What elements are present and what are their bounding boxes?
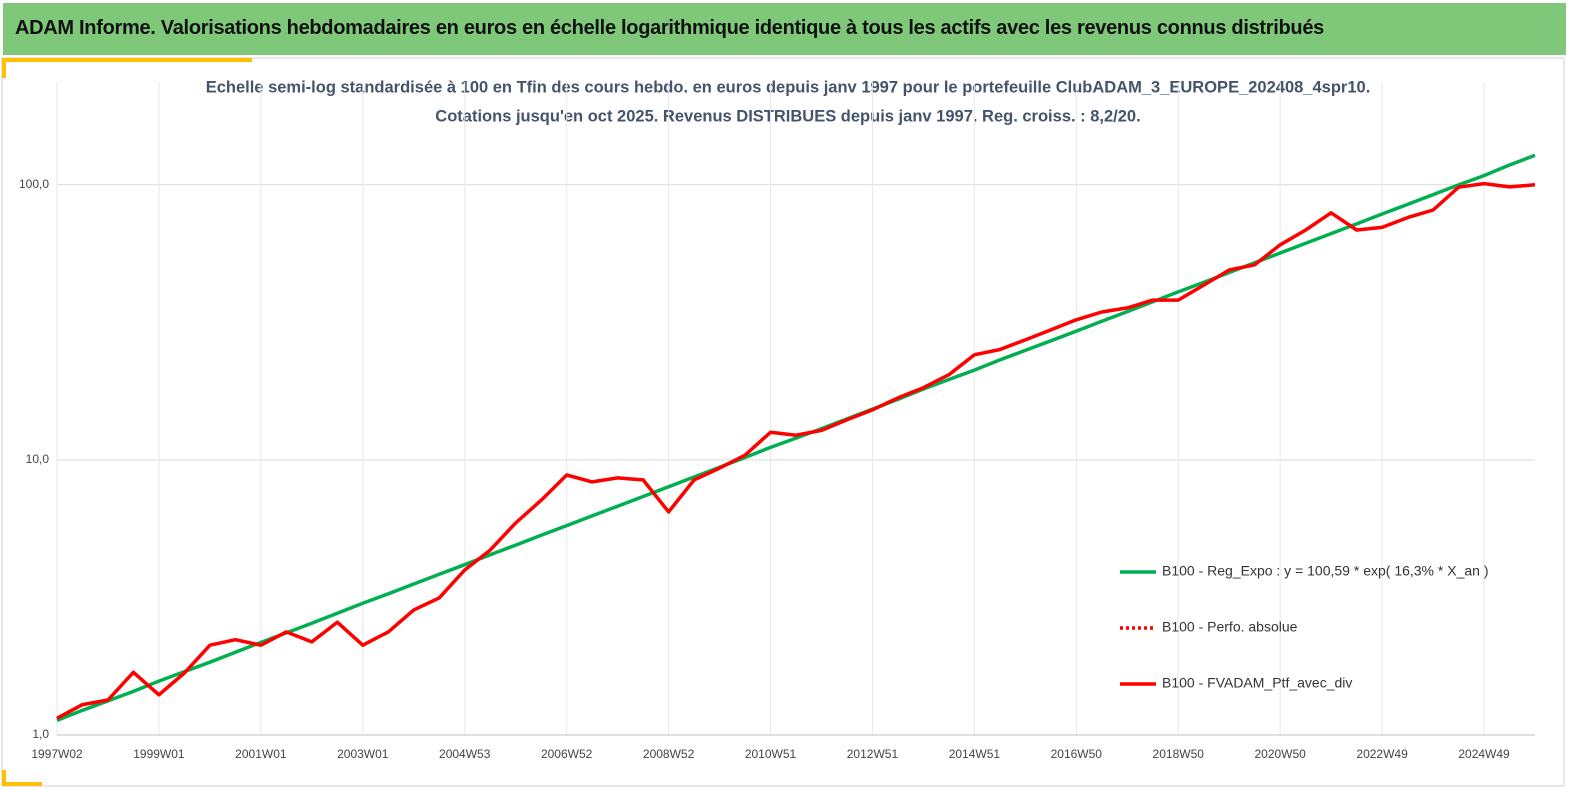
chart-title: Echelle semi-log standardisée à 100 en T… — [206, 78, 1371, 96]
x-tick-label: 2004W53 — [439, 747, 491, 761]
legend-label: B100 - FVADAM_Ptf_avec_div — [1162, 675, 1352, 691]
x-tick-label: 2014W51 — [949, 747, 1001, 761]
x-tick-label: 2016W50 — [1051, 747, 1103, 761]
series-line — [56, 153, 1536, 723]
x-tick-label: 1997W02 — [31, 747, 83, 761]
x-tick-label: 2010W51 — [745, 747, 797, 761]
accent — [2, 770, 6, 786]
x-tick-label: 2012W51 — [847, 747, 899, 761]
x-tick-label: 2022W49 — [1356, 747, 1408, 761]
x-tick-label: 2006W52 — [541, 747, 593, 761]
x-tick-label: 2024W49 — [1458, 747, 1510, 761]
y-tick-label: 10,0 — [26, 452, 50, 466]
x-tick-label: 1999W01 — [133, 747, 185, 761]
legend-label: B100 - Perfo. absolue — [1162, 619, 1298, 635]
chart-border — [1, 57, 1565, 787]
legend-label: B100 - Reg_Expo : y = 100,59 * exp( 16,3… — [1162, 563, 1488, 579]
chart-subtitle: Cotations jusqu'en oct 2025. Revenus DIS… — [435, 107, 1140, 125]
series-line — [56, 181, 1536, 720]
header-title: ADAM Informe. Valorisations hebdomadaire… — [15, 17, 1324, 39]
x-tick-label: 2001W01 — [235, 747, 287, 761]
x-tick-label: 2020W50 — [1254, 747, 1306, 761]
x-tick-label: 2018W50 — [1153, 747, 1205, 761]
header: ADAM Informe. Valorisations hebdomadaire… — [0, 0, 1569, 58]
y-tick-label: 1,0 — [32, 727, 49, 741]
x-tick-label: 2008W52 — [643, 747, 695, 761]
series-line — [56, 182, 1536, 720]
accent — [2, 58, 252, 62]
accent — [2, 58, 6, 78]
y-tick-label: 100,0 — [19, 177, 49, 191]
accent — [2, 782, 42, 786]
x-tick-label: 2003W01 — [337, 747, 389, 761]
